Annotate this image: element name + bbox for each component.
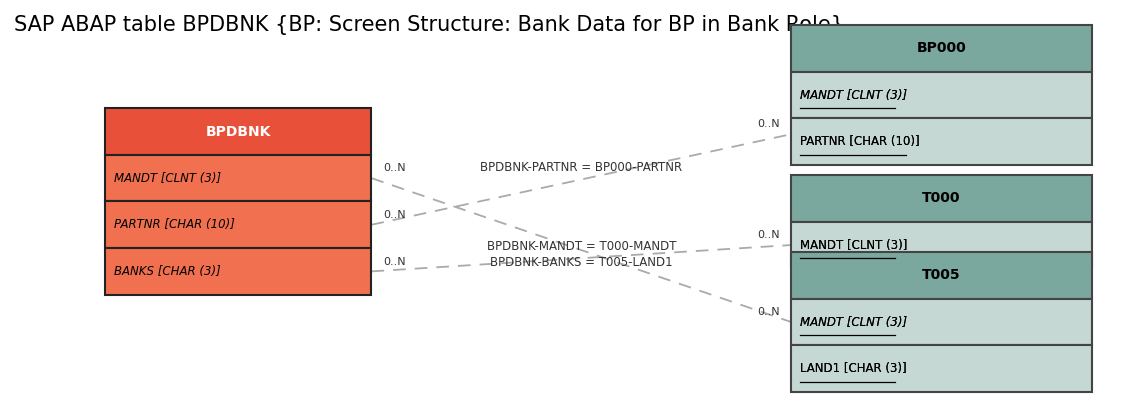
Text: MANDT [CLNT (3)]: MANDT [CLNT (3)] [800, 238, 907, 252]
Text: PARTNR [CHAR (10)]: PARTNR [CHAR (10)] [800, 135, 920, 148]
Text: T000: T000 [922, 192, 961, 206]
Bar [105, 201, 372, 248]
Text: BANKS [CHAR (3)]: BANKS [CHAR (3)] [114, 265, 221, 278]
Bar [791, 72, 1092, 118]
Text: BP000: BP000 [917, 42, 967, 55]
Text: 0..N: 0..N [383, 163, 406, 173]
Bar [791, 175, 1092, 222]
Text: MANDT [CLNT (3)]: MANDT [CLNT (3)] [114, 172, 221, 185]
Bar [791, 118, 1092, 165]
Bar [791, 222, 1092, 268]
Bar [791, 345, 1092, 392]
Text: MANDT [CLNT (3)]: MANDT [CLNT (3)] [800, 88, 907, 102]
Text: BPDBNK-BANKS = T005-LAND1: BPDBNK-BANKS = T005-LAND1 [490, 256, 673, 269]
Text: T005: T005 [922, 268, 961, 282]
Text: MANDT [CLNT (3)]: MANDT [CLNT (3)] [800, 316, 907, 328]
Text: 0..N: 0..N [383, 210, 406, 220]
Text: MANDT [CLNT (3)]: MANDT [CLNT (3)] [800, 88, 907, 102]
Bar [105, 248, 372, 295]
Text: 0..N: 0..N [757, 119, 780, 129]
Text: MANDT [CLNT (3)]: MANDT [CLNT (3)] [800, 316, 907, 328]
Bar [791, 299, 1092, 345]
Text: PARTNR [CHAR (10)]: PARTNR [CHAR (10)] [114, 218, 235, 231]
Bar [791, 25, 1092, 72]
Text: BPDBNK-PARTNR = BP000-PARTNR: BPDBNK-PARTNR = BP000-PARTNR [480, 161, 683, 174]
Text: PARTNR [CHAR (10)]: PARTNR [CHAR (10)] [800, 135, 920, 148]
Text: BPDBNK-MANDT = T000-MANDT: BPDBNK-MANDT = T000-MANDT [487, 240, 676, 252]
Bar [791, 252, 1092, 299]
Text: LAND1 [CHAR (3)]: LAND1 [CHAR (3)] [800, 362, 907, 375]
Bar [105, 155, 372, 201]
Text: 0..N: 0..N [757, 307, 780, 317]
Text: BPDBNK: BPDBNK [205, 125, 271, 139]
Text: MANDT [CLNT (3)]: MANDT [CLNT (3)] [800, 238, 907, 252]
Text: 0..N: 0..N [757, 230, 780, 240]
Text: SAP ABAP table BPDBNK {BP: Screen Structure: Bank Data for BP in Bank Role}: SAP ABAP table BPDBNK {BP: Screen Struct… [14, 15, 844, 35]
Text: LAND1 [CHAR (3)]: LAND1 [CHAR (3)] [800, 362, 907, 375]
Text: 0..N: 0..N [383, 256, 406, 266]
Bar [105, 108, 372, 155]
